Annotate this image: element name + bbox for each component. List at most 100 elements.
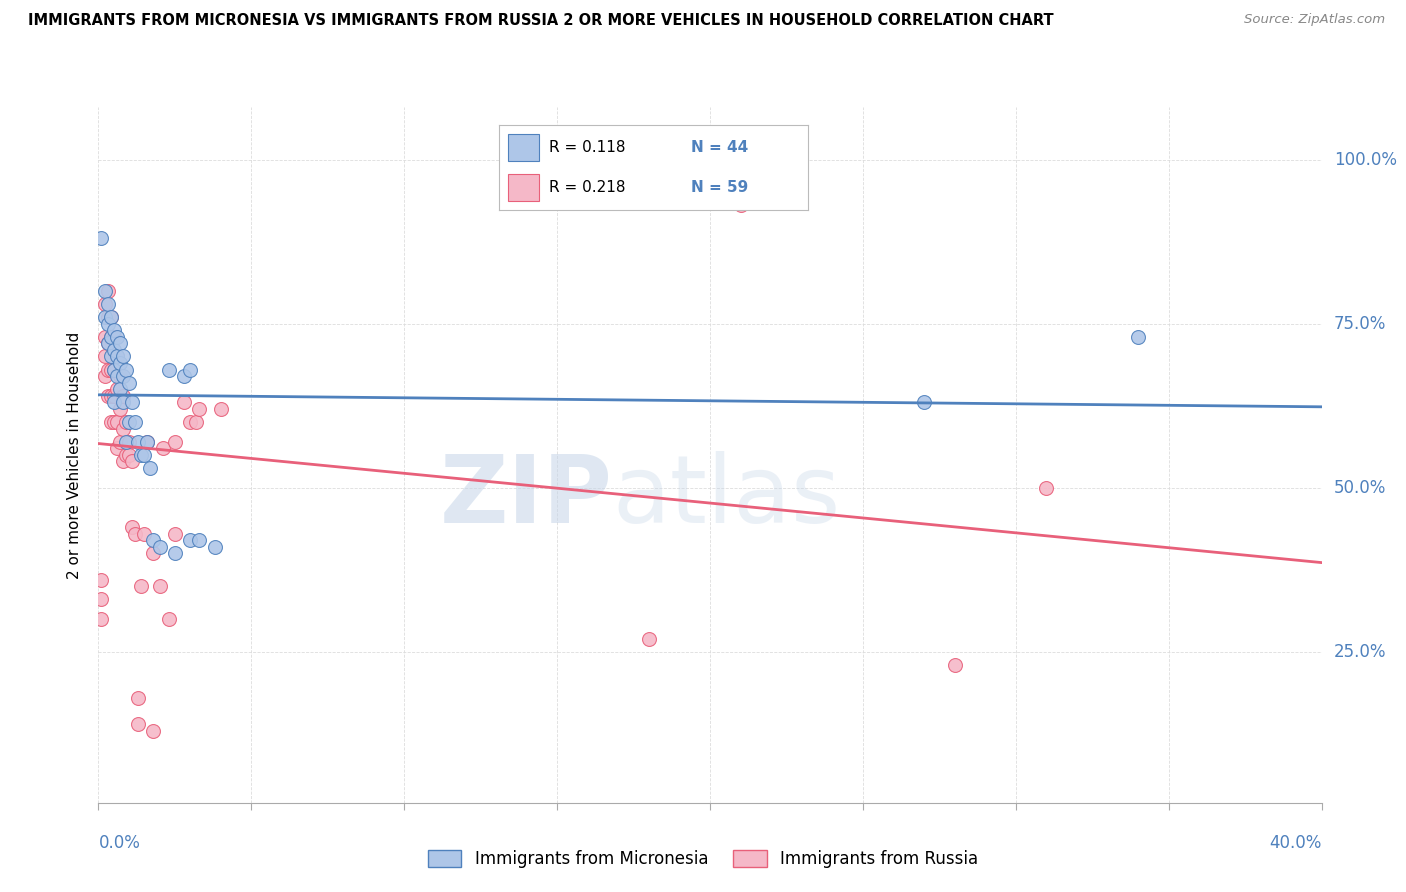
Point — [100, 389, 122, 403]
Point — [912, 395, 935, 409]
Point — [115, 415, 138, 429]
Point — [100, 330, 122, 344]
Point — [179, 533, 201, 548]
Point — [108, 434, 131, 449]
Point — [93, 310, 115, 324]
Text: R = 0.118: R = 0.118 — [548, 140, 626, 155]
Point — [152, 442, 174, 456]
Point — [186, 415, 208, 429]
Point — [136, 434, 159, 449]
Point — [108, 369, 131, 384]
Point — [163, 434, 186, 449]
Text: N = 59: N = 59 — [690, 180, 748, 195]
Point — [100, 310, 122, 324]
Point — [111, 422, 134, 436]
Point — [127, 434, 149, 449]
Point — [105, 382, 128, 396]
Point — [97, 317, 120, 331]
Point — [173, 369, 195, 384]
Point — [93, 350, 115, 364]
Text: 50.0%: 50.0% — [1334, 479, 1386, 497]
Point — [204, 540, 226, 554]
Point — [121, 454, 143, 468]
Point — [97, 336, 120, 351]
Point — [100, 362, 122, 376]
Point — [97, 336, 120, 351]
Point — [93, 330, 115, 344]
Text: 75.0%: 75.0% — [1334, 315, 1386, 333]
Point — [188, 401, 211, 416]
Point — [105, 330, 128, 344]
Text: R = 0.218: R = 0.218 — [548, 180, 626, 195]
Point — [97, 284, 120, 298]
Text: N = 44: N = 44 — [690, 140, 748, 155]
Point — [105, 350, 128, 364]
Point — [105, 369, 128, 384]
Text: 0.0%: 0.0% — [98, 834, 141, 852]
Point — [173, 395, 195, 409]
Point — [157, 362, 180, 376]
Point — [149, 540, 172, 554]
Text: Source: ZipAtlas.com: Source: ZipAtlas.com — [1244, 13, 1385, 27]
Point — [121, 520, 143, 534]
Text: atlas: atlas — [612, 450, 841, 542]
Text: 25.0%: 25.0% — [1334, 643, 1386, 661]
Point — [105, 415, 128, 429]
Bar — [509, 134, 540, 161]
Point — [100, 310, 122, 324]
Point — [124, 415, 146, 429]
Point — [157, 612, 180, 626]
Text: IMMIGRANTS FROM MICRONESIA VS IMMIGRANTS FROM RUSSIA 2 OR MORE VEHICLES IN HOUSE: IMMIGRANTS FROM MICRONESIA VS IMMIGRANTS… — [28, 13, 1053, 29]
Point — [103, 362, 125, 376]
Point — [118, 434, 141, 449]
Point — [209, 401, 232, 416]
Point — [103, 330, 125, 344]
Point — [139, 461, 162, 475]
Point — [127, 717, 149, 731]
Point — [115, 362, 138, 376]
Point — [142, 533, 165, 548]
Point — [111, 389, 134, 403]
Point — [103, 389, 125, 403]
Point — [118, 448, 141, 462]
Point — [943, 657, 966, 672]
Point — [163, 526, 186, 541]
Point — [103, 415, 125, 429]
Point — [97, 310, 120, 324]
Point — [142, 723, 165, 738]
Point — [134, 526, 156, 541]
Point — [179, 415, 201, 429]
Bar — [509, 174, 540, 201]
Point — [142, 546, 165, 560]
Point — [90, 231, 112, 245]
Point — [100, 350, 122, 364]
Point — [90, 573, 112, 587]
Point — [136, 434, 159, 449]
Point — [1128, 330, 1150, 344]
Point — [188, 533, 211, 548]
Point — [93, 284, 115, 298]
Y-axis label: 2 or more Vehicles in Household: 2 or more Vehicles in Household — [67, 331, 83, 579]
Point — [121, 395, 143, 409]
Point — [103, 343, 125, 357]
Point — [97, 362, 120, 376]
Point — [134, 448, 156, 462]
Point — [105, 442, 128, 456]
Point — [129, 579, 152, 593]
Text: ZIP: ZIP — [439, 450, 612, 542]
Point — [108, 336, 131, 351]
Point — [93, 369, 115, 384]
Point — [108, 356, 131, 370]
Point — [100, 330, 122, 344]
Point — [129, 448, 152, 462]
Point — [118, 415, 141, 429]
Point — [127, 690, 149, 705]
Point — [108, 382, 131, 396]
Point — [100, 415, 122, 429]
Point — [111, 369, 134, 384]
Point — [179, 362, 201, 376]
Point — [108, 401, 131, 416]
Point — [111, 350, 134, 364]
Point — [118, 376, 141, 390]
Point — [730, 198, 752, 212]
